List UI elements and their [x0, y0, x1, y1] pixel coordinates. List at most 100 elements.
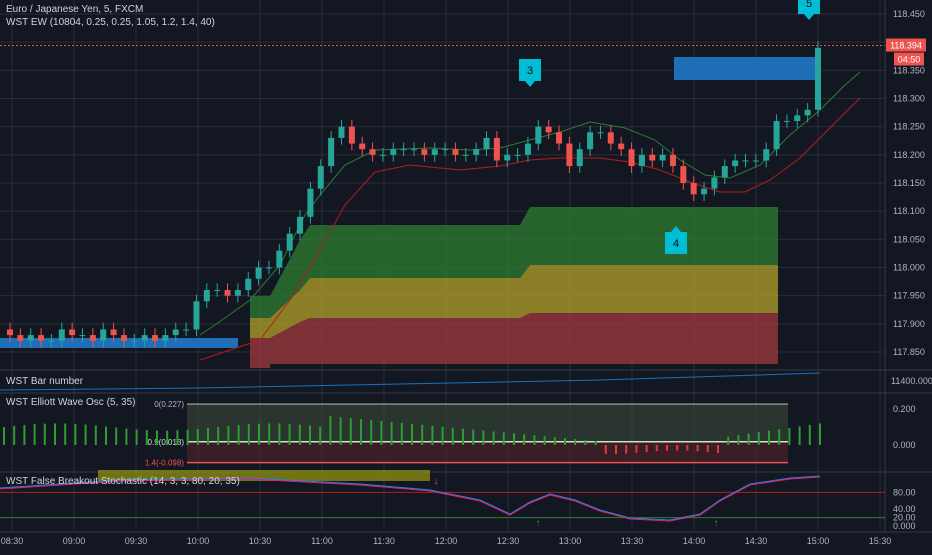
candle-body	[307, 188, 314, 217]
candle-body	[752, 160, 759, 162]
zone-blue-left	[0, 338, 238, 348]
candle-body	[721, 166, 728, 178]
candle-body	[649, 154, 656, 161]
candle-body	[338, 126, 345, 138]
candle-body	[79, 335, 86, 337]
y-tick-label: 118.250	[893, 122, 925, 132]
y-tick-label: 117.950	[893, 291, 925, 301]
candle-body	[110, 329, 117, 336]
stoch-up-arrow: ↑	[536, 518, 541, 529]
candle-body	[483, 137, 490, 150]
candle-body	[245, 278, 252, 291]
candle-body	[462, 154, 469, 156]
candle-body	[48, 340, 55, 342]
candle-body	[203, 290, 210, 302]
candle-body	[131, 340, 138, 342]
candle-body	[452, 149, 459, 155]
candle-body	[17, 335, 24, 341]
candle-body	[369, 149, 376, 155]
candle-body	[183, 329, 190, 331]
y-tick-label: 118.050	[893, 234, 925, 244]
candle-body	[7, 329, 13, 336]
candle-body	[690, 183, 697, 195]
stoch-up-arrow: ↑	[714, 518, 719, 529]
osc-level-top: 0(0.227)	[154, 400, 184, 409]
candle-body	[421, 149, 428, 155]
candle-body	[442, 149, 449, 151]
candle-body	[172, 329, 179, 336]
candle-body	[524, 143, 531, 155]
candle-body	[193, 301, 200, 330]
candle-body	[607, 132, 614, 144]
candle-body	[89, 335, 96, 341]
stoch-down-arrow: ↓	[434, 476, 439, 487]
candle-body	[535, 126, 542, 144]
x-tick-label: 10:30	[249, 536, 272, 546]
elliott-osc-title: WST Elliott Wave Osc (5, 35)	[6, 397, 136, 408]
bar-number-line	[0, 372, 821, 391]
candle-body	[773, 121, 780, 150]
candle-body	[701, 188, 708, 195]
candle-body	[38, 335, 45, 341]
x-tick-label: 11:00	[311, 536, 333, 546]
y-tick-label: 118.100	[893, 206, 925, 216]
candle-body	[328, 137, 335, 167]
stoch-tick-label: 20.00	[893, 513, 916, 523]
candle-body	[783, 121, 790, 123]
candle-body	[58, 329, 65, 341]
candle-body	[400, 149, 407, 151]
wave-3-marker	[519, 59, 541, 81]
x-tick-label: 11:30	[373, 536, 395, 546]
wave-5-marker	[798, 0, 820, 14]
candle-body	[763, 149, 770, 161]
stoch-highlight	[98, 470, 430, 481]
stoch-tick-label: 0.000	[893, 521, 916, 531]
y-tick-label: 117.900	[893, 319, 925, 329]
stoch-d-line	[0, 476, 821, 522]
candle-body	[556, 132, 563, 144]
x-tick-label: 12:00	[435, 536, 458, 546]
stoch-k-line	[0, 475, 821, 521]
candle-body	[265, 267, 272, 269]
zone-red	[250, 313, 778, 368]
candle-body	[504, 154, 511, 161]
wave-4-marker	[665, 232, 687, 254]
candle-body	[493, 137, 500, 161]
candle-body	[234, 290, 241, 296]
candle-body	[141, 335, 148, 341]
candle-body	[390, 149, 397, 155]
osc-tick-label: 0.200	[893, 404, 916, 414]
candle-body	[120, 335, 127, 341]
osc-level-low: 1.4(-0.098)	[145, 459, 184, 468]
ew-line-red	[199, 97, 861, 361]
candle-body	[680, 166, 687, 183]
osc-band-lower	[187, 441, 788, 463]
wave-4-label: 4	[673, 238, 679, 250]
candle-body	[514, 154, 521, 156]
candle-body	[711, 177, 718, 189]
candle-body	[162, 335, 169, 341]
zone-yellow	[250, 265, 778, 338]
wave-3-label: 3	[527, 65, 533, 77]
candle-body	[297, 216, 304, 234]
x-tick-label: 15:30	[869, 536, 892, 546]
candle-body	[597, 132, 604, 134]
y-tick-label: 117.850	[893, 347, 925, 357]
x-tick-label: 10:00	[187, 536, 210, 546]
candle-body	[379, 154, 386, 156]
candle-body	[411, 149, 417, 151]
zone-blue-target	[674, 57, 820, 80]
candle-body	[27, 335, 34, 341]
bar-number-axis-label: 11400.000	[891, 376, 932, 386]
price-badge-label: 118.394	[890, 41, 922, 51]
candle-body	[659, 154, 666, 161]
wave-5-label: 5	[806, 0, 812, 10]
candle-body	[255, 267, 262, 279]
x-tick-label: 14:00	[683, 536, 706, 546]
x-tick-label: 13:00	[559, 536, 582, 546]
candle-body	[669, 154, 676, 167]
wave-5-pointer	[804, 14, 814, 20]
y-tick-label: 118.300	[893, 94, 925, 104]
candle-body	[152, 335, 159, 341]
